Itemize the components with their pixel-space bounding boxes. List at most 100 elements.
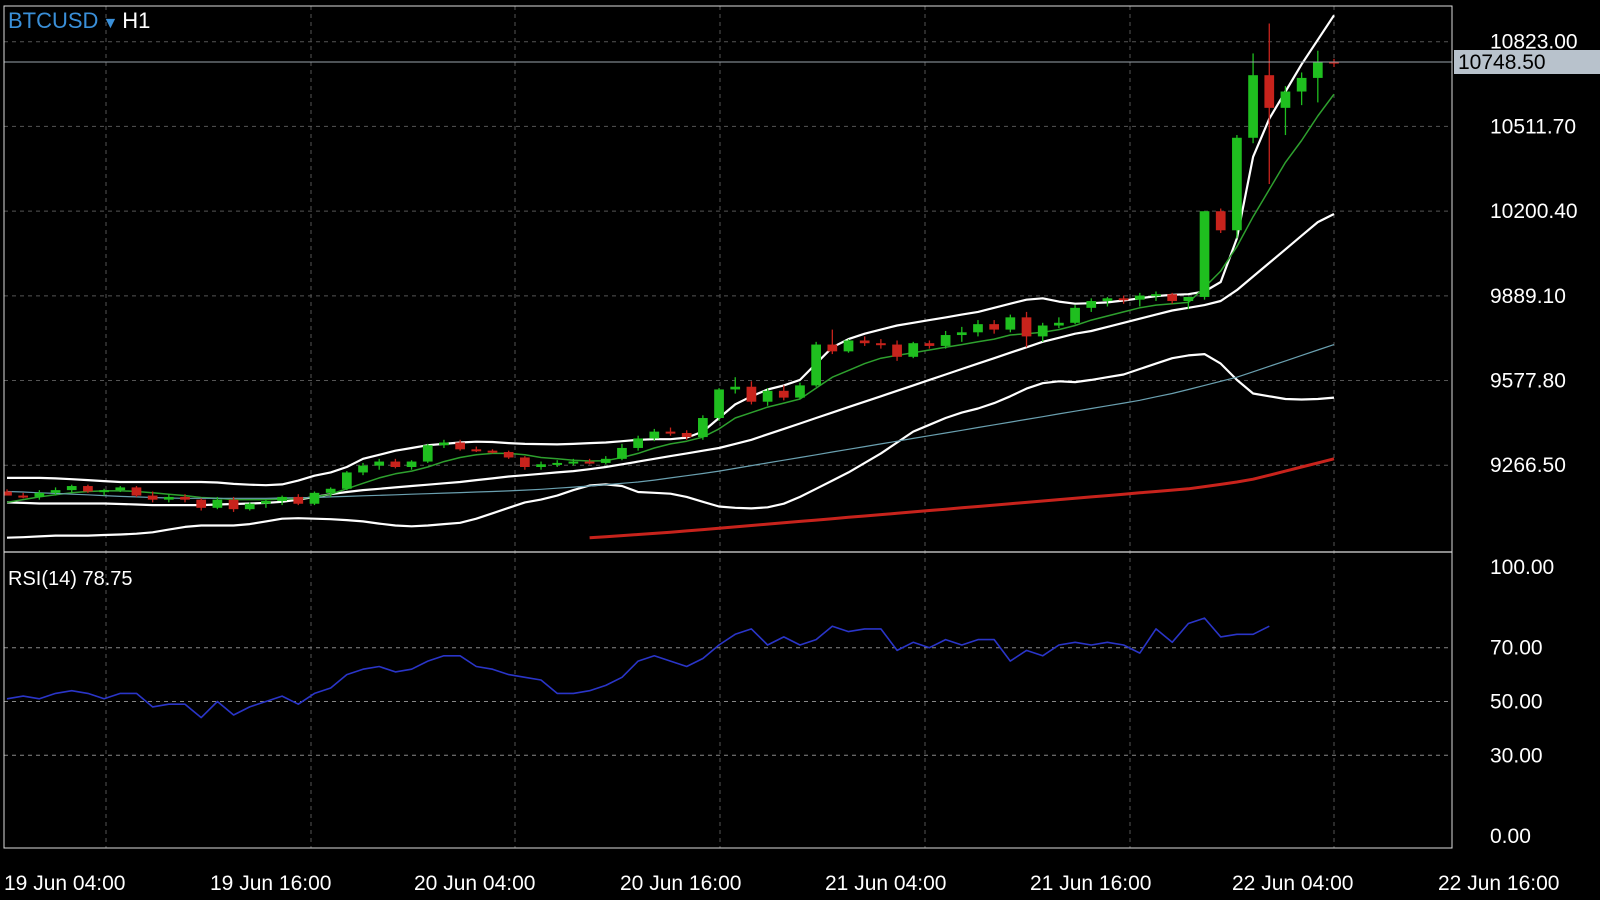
candle-body	[519, 457, 530, 467]
timeframe-label[interactable]: H1	[122, 8, 151, 33]
rsi-line	[6, 617, 1270, 719]
candle-body	[131, 487, 142, 496]
current-price-label: 10748.50	[1458, 51, 1546, 74]
candle-body	[374, 461, 385, 466]
candle-body	[649, 431, 660, 439]
axes	[3, 5, 1453, 849]
candle-body	[1118, 298, 1129, 301]
candle-body	[681, 432, 692, 438]
candle-body	[827, 344, 838, 352]
candle-body	[1329, 61, 1339, 64]
candle-body	[325, 488, 336, 493]
price-tick-label: 9266.50	[1490, 454, 1566, 477]
candle-body	[617, 447, 627, 459]
triangle-down-icon[interactable]: ▼	[102, 15, 119, 32]
chart-grid	[4, 6, 1452, 848]
candle-body	[1248, 75, 1258, 138]
candle-body	[163, 496, 174, 500]
candle-body	[228, 499, 239, 510]
price-tick-label: 10200.40	[1490, 200, 1578, 223]
candle-body	[1167, 294, 1178, 302]
candle-body	[1151, 294, 1161, 297]
current-price-box	[1454, 50, 1600, 74]
candle-body	[989, 324, 1000, 330]
candle-body	[244, 503, 255, 510]
candle-body	[196, 499, 207, 508]
candle-body	[358, 465, 368, 473]
candle-body	[908, 343, 919, 357]
candle-body	[1086, 301, 1097, 308]
price-axis-labels: 10823.00 10511.70 10200.40 9889.10 9577.80 92…	[1454, 31, 1600, 848]
rsi-value: 78.75	[82, 568, 133, 590]
ma_mid-line	[6, 344, 1335, 499]
candle-body	[309, 492, 320, 504]
candle-body	[503, 452, 514, 458]
candle-body	[924, 343, 935, 346]
candle-body	[147, 495, 158, 500]
candle-body	[293, 496, 304, 504]
candle-body	[859, 340, 870, 344]
candlestick-series	[4, 23, 1339, 512]
candle-body	[487, 450, 498, 453]
rsi-name: RSI(14)	[8, 568, 77, 590]
candle-body	[439, 442, 449, 446]
candle-body	[584, 461, 595, 464]
candle-body	[1021, 317, 1032, 337]
candle-body	[746, 386, 757, 402]
rsi-tick-label: 30.00	[1490, 744, 1543, 767]
candle-body	[973, 324, 983, 333]
bands_middle-line	[6, 213, 1335, 507]
candle-body	[1199, 211, 1210, 297]
candle-body	[341, 472, 352, 489]
candle-body	[99, 490, 109, 493]
time-tick-label: 21 Jun 04:00	[825, 872, 946, 895]
candle-body	[34, 492, 45, 497]
candle-body	[762, 390, 773, 402]
candle-body	[406, 461, 417, 467]
candle-body	[1102, 298, 1113, 302]
price-tick-label: 9889.10	[1490, 285, 1566, 308]
moving-averages	[6, 93, 1335, 540]
time-tick-label: 22 Jun 16:00	[1438, 872, 1559, 895]
time-tick-label: 22 Jun 04:00	[1232, 872, 1353, 895]
candle-body	[1215, 211, 1226, 231]
candle-body	[956, 332, 967, 336]
candle-body	[1134, 295, 1145, 300]
candle-body	[698, 418, 708, 438]
candle-body	[422, 445, 433, 462]
price-tick-label: 9577.80	[1490, 370, 1566, 393]
candle-body	[1232, 137, 1242, 231]
rsi-label: RSI(14) 78.75	[8, 568, 133, 591]
candle-body	[4, 491, 12, 496]
rsi-series	[6, 617, 1270, 719]
candle-body	[536, 464, 546, 467]
time-tick-label: 20 Jun 16:00	[620, 872, 741, 895]
candle-body	[50, 490, 61, 493]
rsi-tick-label: 100.00	[1490, 556, 1554, 579]
candle-body	[1296, 77, 1307, 92]
time-tick-label: 21 Jun 16:00	[1030, 872, 1151, 895]
symbol-header[interactable]: BTCUSD ▼ H1	[8, 8, 150, 34]
symbol-name[interactable]: BTCUSD	[8, 8, 99, 33]
time-tick-label: 20 Jun 04:00	[414, 872, 535, 895]
candle-body	[633, 438, 643, 448]
candle-body	[1183, 296, 1194, 302]
time-axis-labels: 19 Jun 04:00 19 Jun 16:00 20 Jun 04:00 20 J…	[4, 872, 1559, 895]
time-tick-label: 19 Jun 16:00	[210, 872, 331, 895]
candle-body	[730, 386, 741, 390]
candle-body	[714, 389, 724, 419]
rsi-tick-label: 0.00	[1490, 825, 1531, 848]
candle-body	[600, 458, 611, 463]
candle-body	[795, 385, 805, 398]
price-tick-label: 10823.00	[1490, 31, 1578, 54]
time-tick-label: 19 Jun 04:00	[4, 872, 125, 895]
candle-body	[390, 461, 401, 467]
rsi-tick-label: 70.00	[1490, 637, 1543, 660]
candle-body	[261, 501, 271, 504]
bands_upper-line	[7, 14, 1335, 487]
candle-body	[115, 487, 126, 491]
candle-body	[1005, 317, 1016, 330]
candle-body	[1070, 307, 1080, 323]
candle-body	[665, 431, 676, 434]
